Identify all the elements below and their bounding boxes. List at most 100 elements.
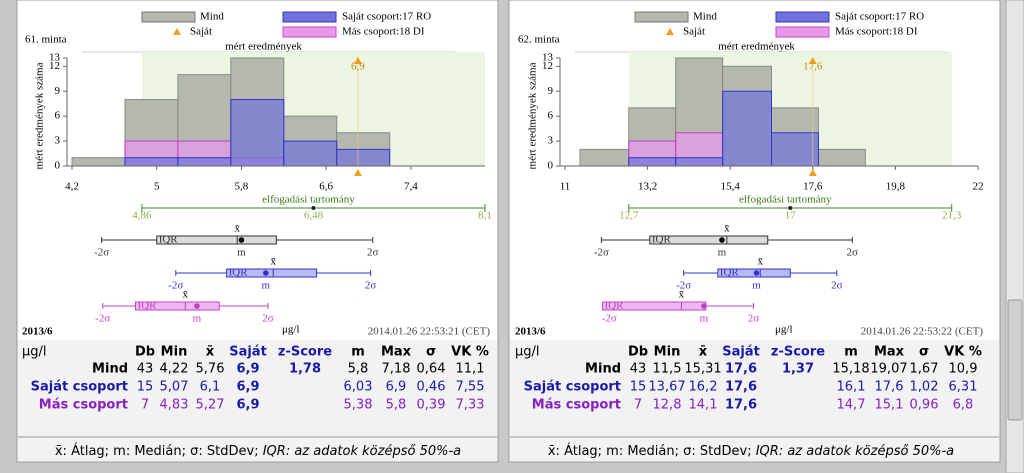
hist-bar: [817, 148, 866, 167]
hist-bar: [283, 140, 338, 167]
table-cell: 15,31: [684, 362, 721, 377]
table-cell: 5,38: [344, 398, 373, 413]
table-header: Min: [161, 345, 188, 360]
row-label: Mind: [585, 362, 621, 377]
x-tick-label: 15,4: [721, 181, 741, 193]
hist-bar: [336, 148, 391, 167]
table-header: VK %: [944, 345, 982, 360]
box-label: m: [262, 280, 271, 292]
median-dot: [262, 270, 269, 276]
y-tick-label: 3: [548, 135, 554, 147]
legend-marker: [173, 28, 181, 35]
table-cell: 14,7: [837, 398, 866, 413]
legend-swatch: [282, 11, 337, 23]
box-label: m: [752, 280, 761, 292]
legend-label: Más csoport:18 DI: [835, 26, 918, 38]
range-value: 21,3: [942, 210, 962, 222]
median-dot: [701, 303, 707, 309]
sample-label: 62. minta: [518, 34, 560, 46]
legend-swatch: [141, 11, 196, 23]
table-cell: 6,8: [953, 398, 974, 413]
own-marker: [808, 169, 817, 176]
box-label: IQR: [159, 234, 179, 246]
table-cell: 4,22: [160, 362, 189, 377]
table-cell: 43: [137, 362, 154, 377]
table-header: μg/l: [515, 345, 540, 360]
box-label: 2σ: [367, 247, 379, 259]
row-label: Más csoport: [532, 398, 621, 413]
x-tick-label: 11: [560, 181, 571, 193]
unit: μg/l: [282, 324, 300, 336]
iqr-box: [226, 268, 318, 278]
box-label: -2σ: [594, 247, 609, 259]
box-label: 2σ: [262, 313, 274, 325]
box-label: IQR: [605, 300, 625, 312]
box-label: IQR: [229, 267, 249, 279]
range-value: 8,1: [478, 210, 492, 222]
table-cell: 1,78: [289, 362, 321, 377]
box-label: m: [193, 313, 202, 325]
timestamp: 2014.01.26 22:53:21 (CET): [368, 326, 491, 338]
table-cell: 11,5: [653, 362, 682, 377]
y-tick-label: 6: [55, 110, 61, 122]
scroll-thumb[interactable]: [1007, 299, 1023, 421]
x-tick-label: 13,2: [638, 181, 657, 193]
y-axis-label: mért eredmények száma: [527, 62, 539, 169]
x-tick-label: 19,8: [886, 181, 906, 193]
legend-swatch: [775, 26, 830, 38]
x-tick-label: 22: [973, 181, 984, 193]
iqr-box: [135, 301, 220, 311]
x-tick-label: 17,6: [803, 181, 823, 193]
x-tick-label: 6,6: [319, 181, 333, 193]
table-header: μg/l: [22, 345, 47, 360]
median-dot: [719, 237, 725, 243]
table-cell: 14,1: [689, 398, 718, 413]
table-header: x̄: [206, 345, 215, 360]
table-cell: 6,31: [949, 380, 978, 395]
median-dot: [753, 270, 760, 276]
hist-bar: [628, 157, 677, 167]
table-bg: [18, 340, 497, 461]
box-label: -2σ: [168, 280, 183, 292]
table-cell: 7,55: [456, 380, 485, 395]
table-cell: 5,76: [196, 362, 225, 377]
table-cell: 4,83: [160, 398, 189, 413]
own-marker: [808, 57, 817, 64]
legend-swatch: [634, 11, 689, 23]
box-label: -2σ: [94, 247, 109, 259]
table-header: z-Score: [771, 345, 825, 360]
own-label: 6,9: [351, 61, 365, 73]
y-tick-label: 12: [542, 60, 553, 72]
box-label: x̄: [234, 223, 240, 235]
y-tick-label: 13: [49, 52, 61, 64]
iqr-box: [649, 235, 769, 245]
box-label: IQR: [720, 267, 740, 279]
hist-bar: [177, 157, 232, 167]
range-value: 6,48: [304, 210, 324, 222]
y-tick-label: 13: [542, 52, 554, 64]
x-tick-label: 4,2: [65, 181, 79, 193]
box-label: IQR: [138, 300, 158, 312]
footer: x̄: Átlag; m: Medián; σ: StdDev; IQR: az…: [55, 443, 461, 459]
box-label: m: [700, 313, 709, 325]
hist-bar: [71, 157, 126, 167]
hist-bar: [124, 157, 179, 167]
table-header: m: [844, 345, 858, 360]
table-header: VK %: [451, 345, 489, 360]
range-mid: [311, 206, 316, 210]
table-cell: 17,6: [725, 380, 757, 395]
table-cell: 0,64: [417, 362, 446, 377]
table-cell: 15: [630, 380, 647, 395]
x-tick-label: 5,8: [235, 181, 249, 193]
table-cell: 17,6: [875, 380, 904, 395]
unit: μg/l: [775, 324, 793, 336]
table-cell: 5,07: [160, 380, 189, 395]
table-cell: 43: [630, 362, 647, 377]
legend-label: Mind: [200, 11, 224, 23]
table-cell: 0,46: [417, 380, 446, 395]
row-label: Mind: [92, 362, 128, 377]
iqr-box: [156, 235, 277, 245]
table-cell: 16,1: [837, 380, 866, 395]
hist-bar: [771, 132, 819, 167]
